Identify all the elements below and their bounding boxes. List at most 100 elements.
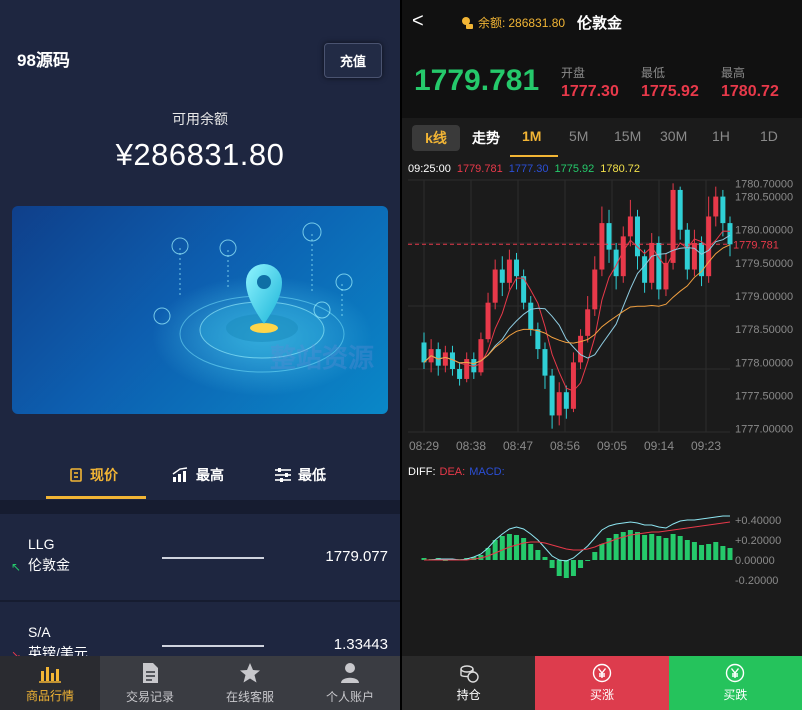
macd-diff-line [424, 515, 730, 562]
macd-bar [620, 532, 626, 560]
macd-diff-label: DIFF: [408, 466, 436, 478]
candle-body [720, 196, 726, 224]
ohlc-close: 1780.72 [600, 163, 641, 175]
candle-body [464, 359, 470, 379]
candle-body [578, 335, 584, 363]
quote-panel: 1779.781 开盘 1777.30 最低 1775.92 最高 1780.7… [402, 44, 802, 118]
tab-15m[interactable]: 15M [614, 128, 642, 144]
nav-support[interactable]: 在线客服 [200, 656, 300, 710]
balance-value: ¥286831.80 [115, 137, 285, 172]
tab-1m[interactable]: 1M [522, 128, 542, 144]
candle-body [684, 229, 690, 270]
candle-body [677, 189, 683, 230]
tab-1h[interactable]: 1H [712, 128, 730, 144]
ohlc-high: 1777.30 [508, 163, 549, 175]
tab-lowest[interactable]: 最低 [274, 462, 326, 488]
nav-records[interactable]: 交易记录 [100, 656, 200, 710]
macd-tick-label: +0.20000 [735, 535, 781, 547]
macd-tick-label: -0.20000 [735, 575, 778, 587]
market-screen: 98源码 充值 可用余额 ¥286831.80 [0, 0, 400, 710]
candle-body [457, 369, 463, 379]
action-label: 买涨 [589, 688, 614, 702]
brand-title: 98源码 [17, 51, 70, 70]
section-divider [0, 500, 400, 514]
nav-label: 在线客服 [225, 689, 274, 704]
candle-body [706, 216, 712, 277]
candle-body [727, 223, 733, 245]
buy-down-button[interactable]: 买跌 [668, 656, 802, 710]
macd-tick-label: +0.40000 [735, 515, 781, 527]
tab-1d[interactable]: 1D [760, 128, 778, 144]
candle-body [642, 256, 648, 283]
y-tick-label: 1778.00000 [735, 357, 793, 369]
candle-body [549, 375, 555, 416]
macd-bar [542, 557, 548, 560]
kline-chart[interactable]: 1780.70000 1780.50000 1780.00000 1779.50000… [402, 0, 802, 656]
candle-body [421, 342, 427, 363]
candle-body [585, 309, 591, 336]
tab-30m[interactable]: 30M [660, 128, 688, 144]
back-icon[interactable]: < [412, 10, 424, 32]
y-tick-label: 1778.50000 [735, 324, 793, 336]
candle-body [627, 216, 633, 237]
ohlc-time: 09:25:00 [408, 163, 451, 175]
header-balance: 余额: 286831.80 [460, 14, 565, 31]
y-tick-label: 1780.50000 [735, 192, 793, 204]
positions-button[interactable]: 持仓 [402, 656, 536, 710]
trend-up-icon: ↖ [11, 560, 22, 574]
macd-bar [634, 532, 640, 560]
nav-label: 个人账户 [325, 689, 374, 704]
tab-highest[interactable]: 最高 [172, 462, 224, 488]
balance-label: 余额: [478, 16, 506, 30]
macd-bar [592, 552, 598, 560]
ma5-line [423, 230, 731, 392]
candle-body [535, 329, 541, 350]
tab-trend[interactable]: 走势 [472, 130, 500, 146]
candle-body [542, 349, 548, 376]
tab-kline[interactable]: k线 [412, 125, 460, 151]
trend-down-icon: ↘ [11, 648, 22, 662]
row-divider [0, 600, 400, 602]
nav-account[interactable]: 个人账户 [300, 656, 400, 710]
candle-body [620, 236, 626, 277]
promo-banner[interactable] [12, 206, 388, 414]
macd-bar [606, 538, 612, 560]
macd-bar [421, 558, 427, 560]
x-tick-label: 09:14 [644, 439, 674, 453]
candle-body [499, 269, 505, 283]
high-value: 1780.72 [721, 83, 779, 100]
tab-5m[interactable]: 5M [569, 128, 589, 144]
macd-macd-label: MACD: [469, 466, 505, 478]
y-tick-label: 1780.70000 [735, 178, 793, 190]
ma10-line [423, 234, 731, 365]
macd-bar [727, 548, 733, 560]
tab-current-price[interactable]: 现价 [68, 462, 118, 488]
nav-market[interactable]: 商品行情 [0, 656, 100, 710]
yen-up-icon [592, 663, 612, 683]
product-row[interactable]: LLG ↖ 伦敦金 1779.077 [0, 514, 400, 600]
buy-up-button[interactable]: 买涨 [535, 656, 669, 710]
wallet-icon [462, 16, 473, 29]
ohlc-low: 1775.92 [554, 163, 595, 175]
tab-label: 最低 [298, 467, 326, 483]
y-tick-label: 1779.00000 [735, 291, 793, 303]
macd-bar [706, 544, 712, 560]
candle-body [442, 352, 448, 366]
mini-trend-line [162, 645, 264, 647]
x-tick-label: 08:38 [456, 439, 486, 453]
period-tabs: k线 走势 1M 5M 15M 30M 1H 1D [402, 118, 802, 158]
candle-body [521, 276, 527, 303]
mini-trend-line [162, 557, 264, 559]
candle-body [449, 352, 455, 369]
bottom-nav: 商品行情 交易记录 在线客服 个人账户 [0, 656, 400, 710]
macd-bar [578, 560, 584, 568]
last-price: 1779.781 [414, 64, 540, 97]
macd-bar [570, 560, 576, 576]
candle-body [556, 392, 562, 416]
candle-body [713, 196, 719, 217]
open-value: 1777.30 [561, 83, 619, 100]
macd-bar [649, 534, 655, 560]
recharge-button[interactable]: 充值 [324, 43, 382, 78]
star-icon [240, 662, 260, 682]
candle-body [485, 302, 491, 340]
